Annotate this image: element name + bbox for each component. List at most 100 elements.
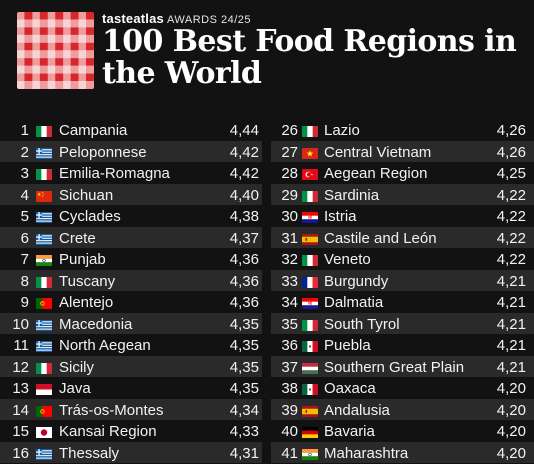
- rank-number: 36: [281, 337, 298, 354]
- region-score: 4,40: [229, 186, 259, 204]
- region-score: 4,25: [496, 165, 526, 182]
- rank-number: 4: [20, 186, 29, 204]
- region-score: 4,36: [229, 251, 259, 268]
- ranking-row: 6 Crete 4,37: [0, 226, 262, 248]
- greece-flag-icon: [36, 146, 52, 159]
- region-score: 4,26: [496, 143, 526, 161]
- greece-flag-icon: [36, 318, 52, 331]
- region-name: Campania: [59, 122, 128, 139]
- rank-number: 16: [12, 444, 29, 462]
- rank-number: 39: [281, 401, 298, 419]
- brand-name: tasteatlas: [102, 11, 164, 26]
- region-name: Kansai Region: [59, 423, 157, 440]
- ranking-row: 3 Emilia-Romagna 4,42: [0, 162, 262, 184]
- region-score: 4,35: [229, 380, 259, 397]
- ranking-row: 10 Macedonia 4,35: [0, 312, 262, 334]
- italy-flag-icon: [36, 361, 52, 374]
- rank-number: 28: [281, 165, 298, 182]
- mexico-flag-icon: [302, 382, 318, 395]
- region-name: Java: [59, 380, 91, 397]
- page-title: 100 Best Food Regions in the World: [102, 24, 517, 91]
- ranking-row: 26 Lazio 4,26: [271, 119, 534, 141]
- brand-line: tasteatlas AWARDS 24/25: [102, 11, 251, 26]
- rank-number: 30: [281, 208, 298, 225]
- rank-number: 10: [12, 315, 29, 333]
- ranking-row: 36 Puebla 4,21: [271, 334, 534, 356]
- ranking-row: 12 Sicily 4,35: [0, 355, 262, 377]
- region-name: Dalmatia: [324, 294, 384, 311]
- region-score: 4,22: [496, 251, 526, 268]
- greece-flag-icon: [36, 232, 52, 245]
- region-score: 4,35: [229, 358, 259, 376]
- region-name: Southern Great Plain: [324, 358, 465, 376]
- japan-flag-icon: [36, 425, 52, 438]
- rank-number: 40: [281, 423, 298, 440]
- ranking-row: 15 Kansai Region 4,33: [0, 420, 262, 442]
- region-score: 4,36: [229, 272, 259, 290]
- rank-number: 12: [12, 358, 29, 376]
- portugal-flag-icon: [36, 296, 52, 309]
- region-score: 4,35: [229, 337, 259, 354]
- region-name: Veneto: [324, 251, 371, 268]
- region-score: 4,21: [496, 272, 526, 290]
- region-name: Burgundy: [324, 272, 389, 290]
- rank-number: 1: [20, 122, 29, 139]
- rank-number: 5: [20, 208, 29, 225]
- region-score: 4,22: [496, 229, 526, 247]
- region-score: 4,26: [496, 122, 526, 139]
- region-name: Punjab: [59, 251, 106, 268]
- rank-number: 31: [281, 229, 298, 247]
- ranking-row: 4 Sichuan 4,40: [0, 183, 262, 205]
- region-name: Cyclades: [59, 208, 121, 225]
- rank-number: 9: [20, 294, 29, 311]
- ranking-row: 33 Burgundy 4,21: [271, 269, 534, 291]
- ranking-row: 2 Peloponnese 4,42: [0, 140, 262, 162]
- region-name: Alentejo: [59, 294, 114, 311]
- rank-number: 34: [281, 294, 298, 311]
- hungary-flag-icon: [302, 361, 318, 374]
- region-score: 4,22: [496, 186, 526, 204]
- ranking-row: 41 Maharashtra 4,20: [271, 441, 534, 463]
- rank-number: 6: [20, 229, 29, 247]
- region-name: Aegean Region: [324, 165, 428, 182]
- greece-flag-icon: [36, 447, 52, 460]
- ranking-row: 9 Alentejo 4,36: [0, 291, 262, 313]
- italy-flag-icon: [302, 189, 318, 202]
- italy-flag-icon: [302, 124, 318, 137]
- ranking-row: 31 Castile and León 4,22: [271, 226, 534, 248]
- ranking-row: 1 Campania 4,44: [0, 119, 262, 141]
- region-score: 4,21: [496, 358, 526, 376]
- ranking-row: 30 Istria 4,22: [271, 205, 534, 227]
- region-name: Bavaria: [324, 423, 375, 440]
- region-score: 4,42: [229, 165, 259, 182]
- italy-flag-icon: [36, 275, 52, 288]
- rank-number: 27: [281, 143, 298, 161]
- region-name: Central Vietnam: [324, 143, 432, 161]
- ranking-row: 16 Thessaly 4,31: [0, 441, 262, 463]
- rank-number: 8: [20, 272, 29, 290]
- italy-flag-icon: [36, 167, 52, 180]
- region-score: 4,21: [496, 294, 526, 311]
- region-score: 4,20: [496, 444, 526, 462]
- region-score: 4,34: [229, 401, 259, 419]
- region-score: 4,22: [496, 208, 526, 225]
- greece-flag-icon: [36, 210, 52, 223]
- region-score: 4,36: [229, 294, 259, 311]
- region-score: 4,37: [229, 229, 259, 247]
- ranking-row: 32 Veneto 4,22: [271, 248, 534, 270]
- italy-flag-icon: [302, 318, 318, 331]
- germany-flag-icon: [302, 425, 318, 438]
- region-score: 4,20: [496, 380, 526, 397]
- region-name: Macedonia: [59, 315, 133, 333]
- turkey-flag-icon: [302, 167, 318, 180]
- portugal-flag-icon: [36, 404, 52, 417]
- rank-number: 14: [12, 401, 29, 419]
- rank-number: 33: [281, 272, 298, 290]
- region-name: North Aegean: [59, 337, 151, 354]
- greece-flag-icon: [36, 339, 52, 352]
- ranking-row: 28 Aegean Region 4,25: [271, 162, 534, 184]
- ranking-row: 34 Dalmatia 4,21: [271, 291, 534, 313]
- rank-number: 11: [13, 337, 29, 354]
- region-name: Crete: [59, 229, 96, 247]
- region-name: Istria: [324, 208, 357, 225]
